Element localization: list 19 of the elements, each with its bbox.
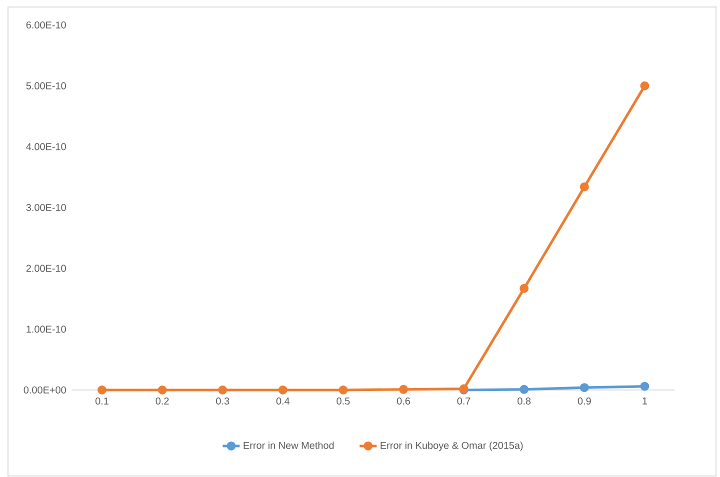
y-tick-label: 1.00E-10 xyxy=(26,326,66,333)
x-tick-label: 0.9 xyxy=(578,398,591,405)
y-tick-label: 5.00E-10 xyxy=(26,82,66,90)
x-tick-label: 0.5 xyxy=(336,398,350,405)
legend-label: Error in New Method xyxy=(244,442,334,449)
y-tick-label: 3.00E-10 xyxy=(26,204,66,212)
x-tick-label: 0.6 xyxy=(396,398,410,405)
y-tick-label: 2.00E-10 xyxy=(26,264,66,272)
legend-label: Error in Kuboye & Omar (2015a) xyxy=(380,442,523,451)
y-tick-label: 4.00E-10 xyxy=(26,143,66,150)
x-tick-label: 0.8 xyxy=(518,398,531,405)
y-tick-label: 0.00E+00 xyxy=(24,386,66,394)
y-tick-label: 6.00E-10 xyxy=(26,21,66,29)
x-tick-label: 1 xyxy=(642,398,647,404)
x-tick-label: 0.7 xyxy=(457,398,470,405)
x-tick-label: 0.3 xyxy=(216,398,230,405)
x-tick-label: 0.2 xyxy=(156,398,169,405)
x-tick-label: 0.4 xyxy=(276,398,290,405)
x-tick-label: 0.1 xyxy=(95,398,108,405)
